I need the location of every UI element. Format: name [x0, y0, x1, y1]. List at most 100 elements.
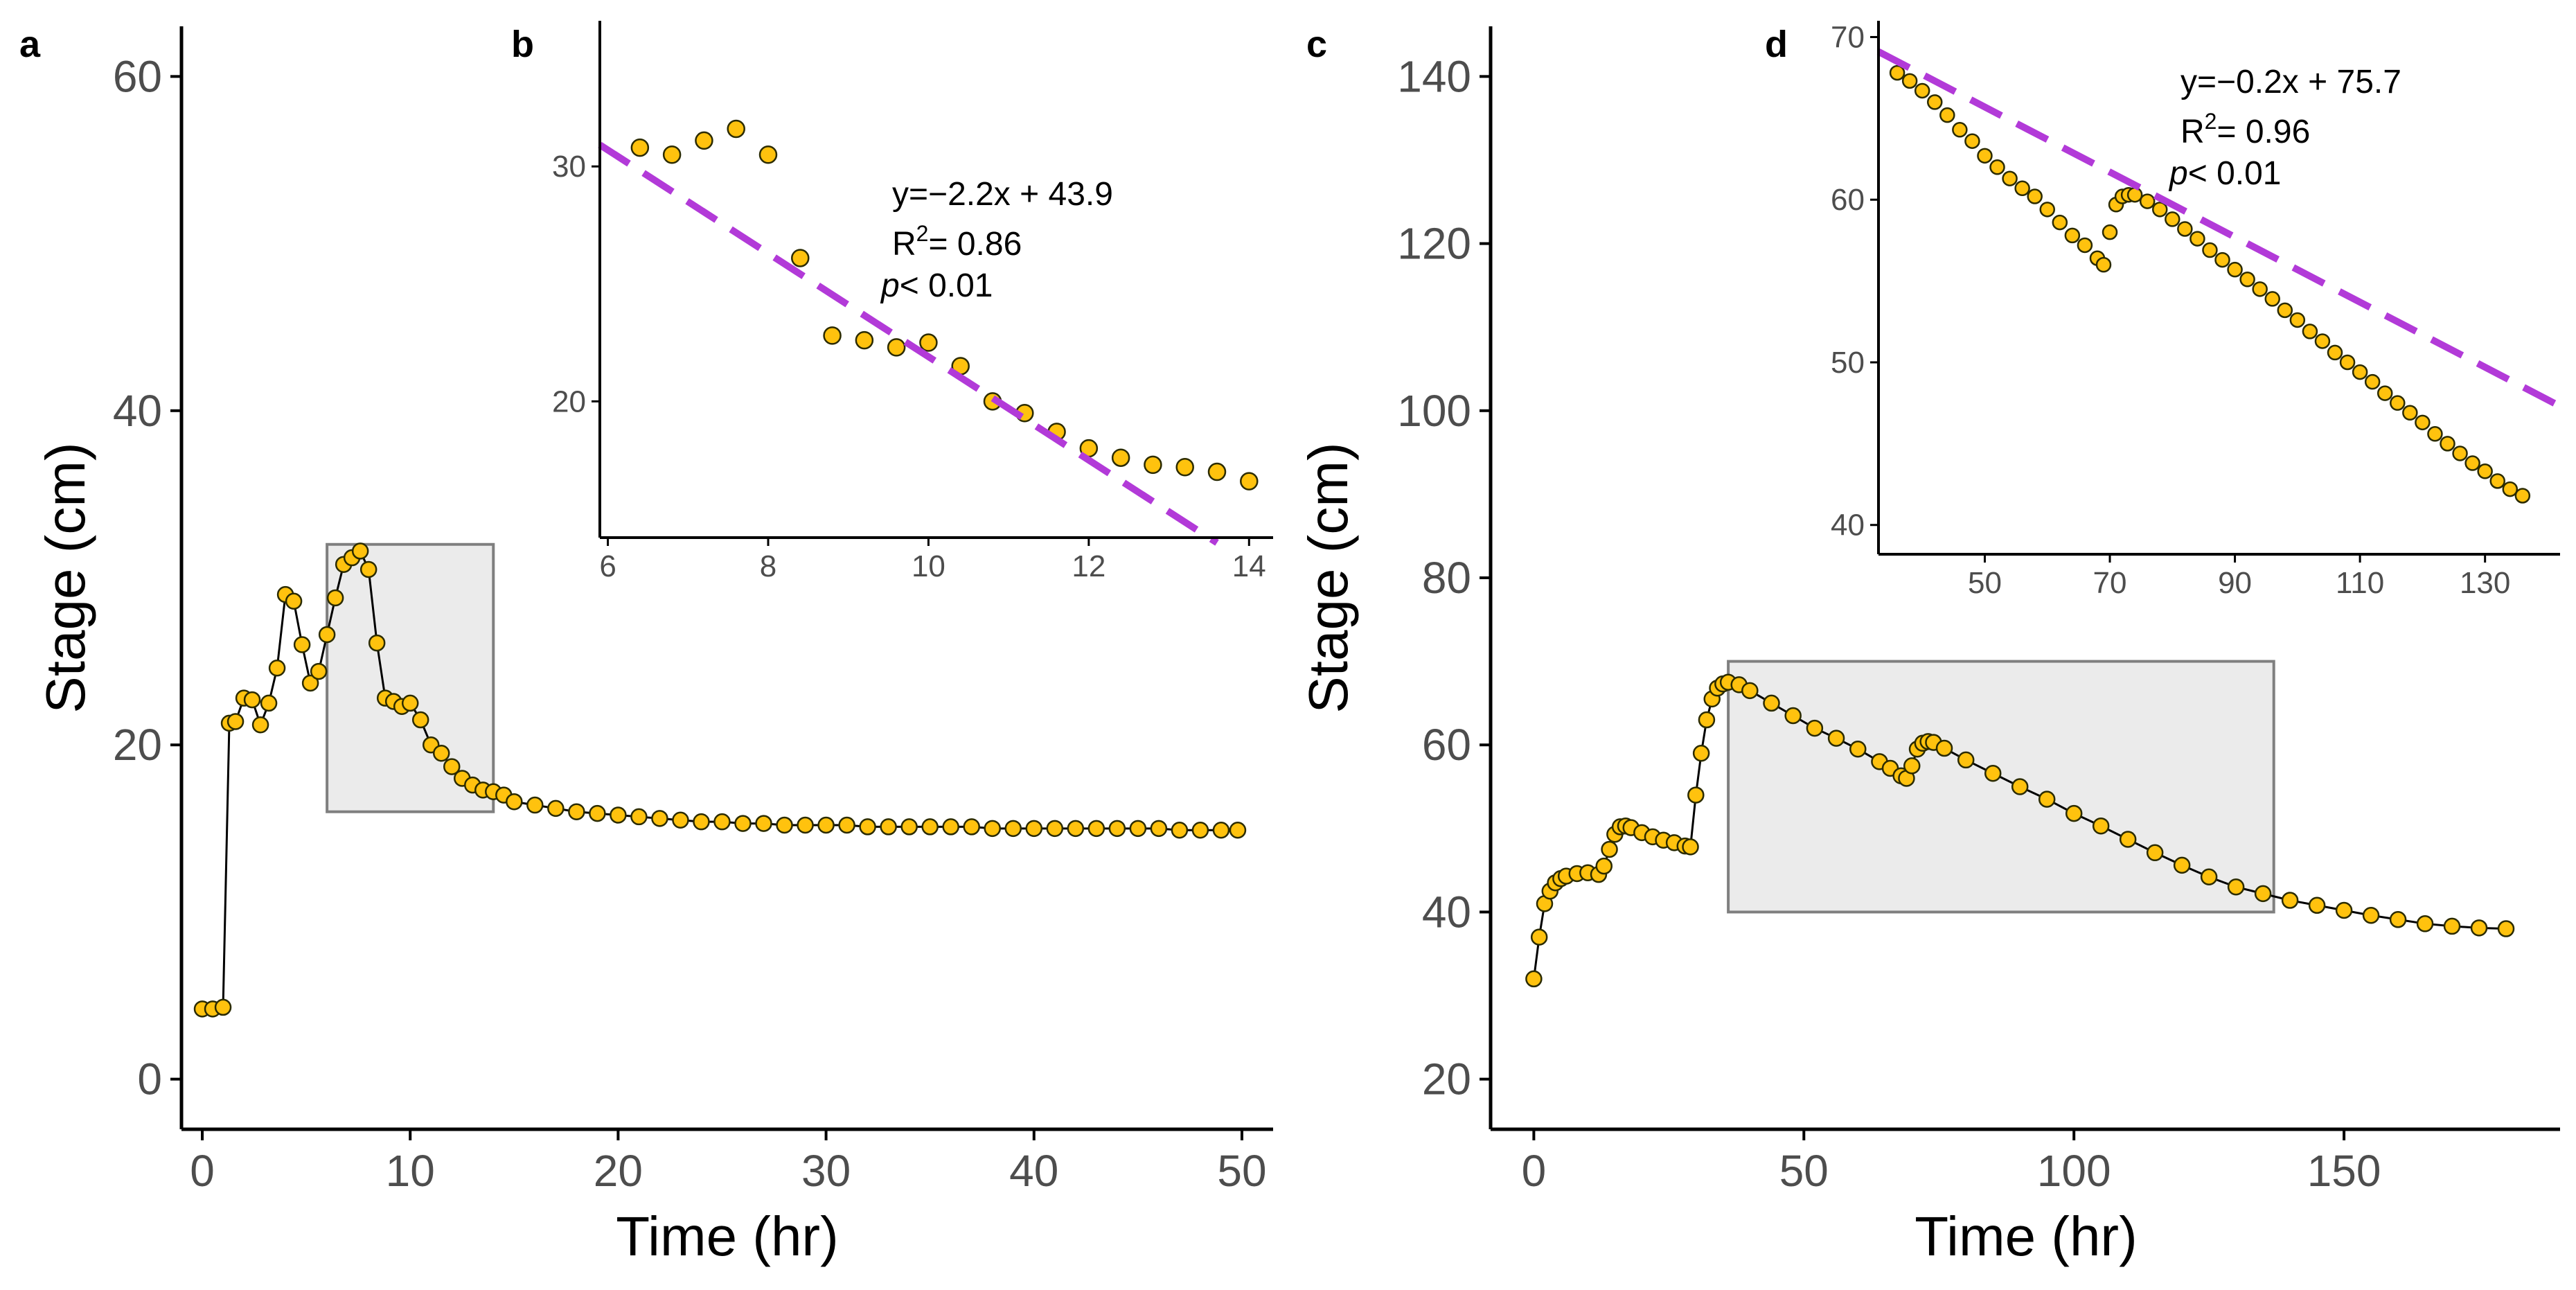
data-point — [1926, 94, 1943, 110]
data-point — [963, 818, 980, 836]
x-tick-label: 10 — [386, 1146, 435, 1196]
data-point — [260, 694, 278, 712]
data-point — [695, 131, 713, 150]
data-point — [2200, 868, 2218, 886]
x-tick-label: 50 — [1217, 1146, 1266, 1196]
data-point — [1212, 821, 1230, 839]
data-point — [2390, 395, 2406, 411]
data-point — [2314, 333, 2331, 349]
x-tick-label: 110 — [2336, 566, 2384, 600]
y-tick-label: 60 — [1831, 183, 1865, 217]
data-point — [672, 811, 689, 829]
data-point — [2227, 261, 2243, 278]
data-point — [432, 745, 450, 762]
data-point — [817, 816, 835, 834]
data-point — [797, 816, 814, 834]
data-point — [2165, 211, 2180, 227]
data-point — [1682, 838, 1699, 856]
data-point — [2214, 251, 2230, 268]
data-point — [359, 560, 377, 578]
y-tick-label: 80 — [1422, 553, 1471, 603]
x-tick-label: 40 — [1009, 1146, 1058, 1196]
data-point — [2514, 488, 2531, 504]
data-point — [2502, 481, 2519, 497]
data-point — [1763, 694, 1780, 712]
data-point — [2443, 917, 2461, 935]
data-point — [1111, 448, 1130, 467]
x-tick-label: 30 — [801, 1146, 851, 1196]
x-tick-label: 0 — [190, 1146, 215, 1196]
data-point — [2308, 896, 2326, 915]
data-point — [1530, 928, 1548, 946]
data-point — [2052, 214, 2068, 231]
y-tick-label: 120 — [1397, 219, 1471, 269]
data-point — [2095, 256, 2112, 273]
data-point — [2102, 224, 2118, 240]
data-series — [1525, 673, 2515, 988]
data-point — [401, 694, 419, 712]
x-tick-label: 70 — [2093, 566, 2127, 600]
data-point — [630, 808, 648, 826]
x-axis-ticks: 50 70 90 110 130 — [1968, 554, 2510, 600]
x-axis-ticks: 0 10 20 30 40 50 — [190, 1129, 1267, 1196]
data-point — [2364, 373, 2381, 390]
data-point — [662, 145, 682, 164]
data-point — [2092, 817, 2110, 835]
data-point — [791, 249, 810, 267]
y-tick-label: 60 — [1422, 720, 1471, 770]
data-point — [859, 818, 876, 836]
x-axis-ticks: 0 50 100 150 — [1522, 1129, 2381, 1196]
data-point — [2139, 193, 2156, 209]
data-point — [443, 758, 461, 775]
data-point — [1784, 707, 1802, 725]
data-point — [2464, 455, 2480, 471]
x-tick-label: 150 — [2307, 1146, 2381, 1196]
y-tick-label: 50 — [1831, 346, 1865, 380]
data-point — [293, 636, 311, 653]
data-point — [2146, 844, 2164, 862]
y-tick-label: 0 — [137, 1054, 162, 1104]
data-point — [2151, 202, 2168, 218]
data-point — [1175, 458, 1194, 477]
data-point — [2027, 188, 2043, 204]
data-point — [2126, 186, 2143, 203]
data-point — [887, 338, 906, 357]
data-point — [2489, 473, 2505, 489]
data-point — [2039, 202, 2055, 218]
data-point — [919, 333, 938, 352]
data-point — [285, 592, 303, 610]
data-point — [900, 818, 918, 836]
data-point — [2064, 227, 2081, 244]
data-point — [1977, 148, 1993, 164]
x-tick-label: 130 — [2460, 566, 2510, 600]
data-point — [630, 138, 650, 157]
x-tick-label: 10 — [912, 549, 945, 583]
data-point — [2011, 778, 2029, 795]
data-point — [318, 626, 336, 644]
y-tick-label: 40 — [1831, 509, 1865, 542]
y-axis-ticks: 20 40 60 80 100 120 140 — [1397, 51, 1491, 1104]
data-point — [2177, 221, 2193, 237]
data-point — [1601, 840, 1618, 858]
data-point — [1741, 682, 1759, 700]
data-point — [1698, 711, 1716, 729]
regression-line — [1876, 48, 2562, 409]
data-point — [2202, 242, 2218, 258]
data-point — [2227, 878, 2245, 896]
data-point — [2416, 915, 2434, 933]
data-point — [2065, 804, 2083, 822]
data-point — [2339, 354, 2356, 371]
x-tick-label: 0 — [1522, 1146, 1547, 1196]
data-point — [2470, 919, 2488, 937]
data-point — [1025, 820, 1043, 838]
data-point — [2038, 790, 2056, 808]
data-point — [268, 660, 286, 677]
data-point — [2281, 892, 2299, 909]
data-point — [727, 119, 745, 139]
data-point — [1067, 820, 1085, 838]
data-point — [589, 804, 606, 822]
data-point — [2477, 463, 2493, 479]
data-point — [1046, 820, 1064, 838]
